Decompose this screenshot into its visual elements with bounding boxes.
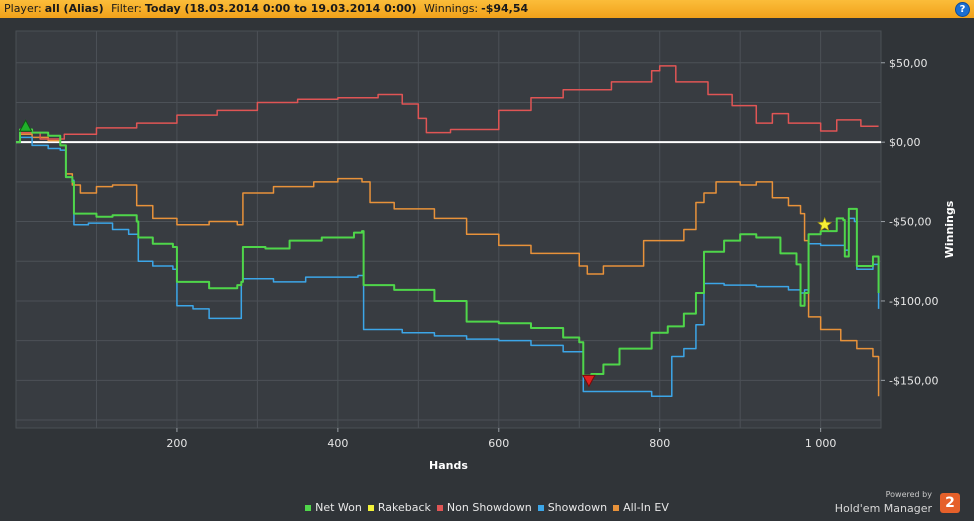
legend-swatch-icon [436, 505, 443, 511]
x-axis-title: Hands [429, 459, 468, 472]
series-line-all-in-ev [16, 133, 880, 397]
y-tick-label: $50,00 [889, 57, 928, 70]
legend-label: Showdown [547, 501, 608, 514]
plot-area [15, 30, 882, 429]
x-tick-label: 400 [327, 437, 348, 450]
product-name: Hold'em Manager [834, 502, 932, 515]
series-line-showdown [16, 136, 880, 397]
x-tick-label: 600 [488, 437, 509, 450]
winnings-label: Winnings: [424, 2, 479, 15]
help-icon[interactable]: ? [955, 2, 970, 17]
x-tick-label: 800 [649, 437, 670, 450]
filter-bar: Player: all (Alias) Filter: Today (18.03.2… [0, 0, 974, 18]
min-marker-icon [582, 374, 596, 388]
winnings-value: -$94,54 [481, 2, 529, 15]
legend-item[interactable]: Rakeback [367, 501, 431, 514]
x-tick-label: 1 000 [805, 437, 837, 450]
filter-label: Filter: [111, 2, 142, 15]
filter-value: Today (18.03.2014 0:00 to 19.03.2014 0:0… [144, 2, 417, 15]
y-tick-label: -$50,00 [889, 216, 931, 229]
series-line-net-won [16, 128, 880, 377]
y-tick-label: -$150,00 [889, 374, 938, 387]
legend-label: All-In EV [623, 501, 669, 514]
legend-label: Rakeback [377, 501, 431, 514]
legend-item[interactable]: All-In EV [613, 501, 669, 514]
legend-swatch-icon [367, 505, 374, 511]
y-tick-label: $0,00 [889, 136, 921, 149]
legend-item[interactable]: Net Won [305, 501, 362, 514]
legend-item[interactable]: Showdown [537, 501, 608, 514]
y-tick-label: -$100,00 [889, 295, 938, 308]
player-value: all (Alias) [44, 2, 104, 15]
winnings-chart: $50,00 $0,00 -$50,00 -$100,00 -$150,00 200 400… [15, 30, 956, 472]
star-marker-icon [817, 216, 833, 232]
max-marker-icon [18, 119, 33, 132]
series-line-non-showdown [16, 65, 879, 143]
legend-swatch-icon [305, 505, 312, 511]
x-tick-label: 200 [166, 437, 187, 450]
chart-legend: Net Won Rakeback Non Showdown Showdown All-I… [0, 501, 974, 514]
hm2-logo-icon: 2 [940, 493, 960, 513]
legend-swatch-icon [613, 505, 620, 511]
y-axis-title: Winnings [943, 200, 956, 258]
legend-label: Net Won [315, 501, 362, 514]
legend-label: Non Showdown [446, 501, 532, 514]
powered-by-label: Powered by [885, 490, 932, 499]
legend-swatch-icon [537, 505, 544, 511]
player-label: Player: [4, 2, 42, 15]
legend-item[interactable]: Non Showdown [436, 501, 532, 514]
